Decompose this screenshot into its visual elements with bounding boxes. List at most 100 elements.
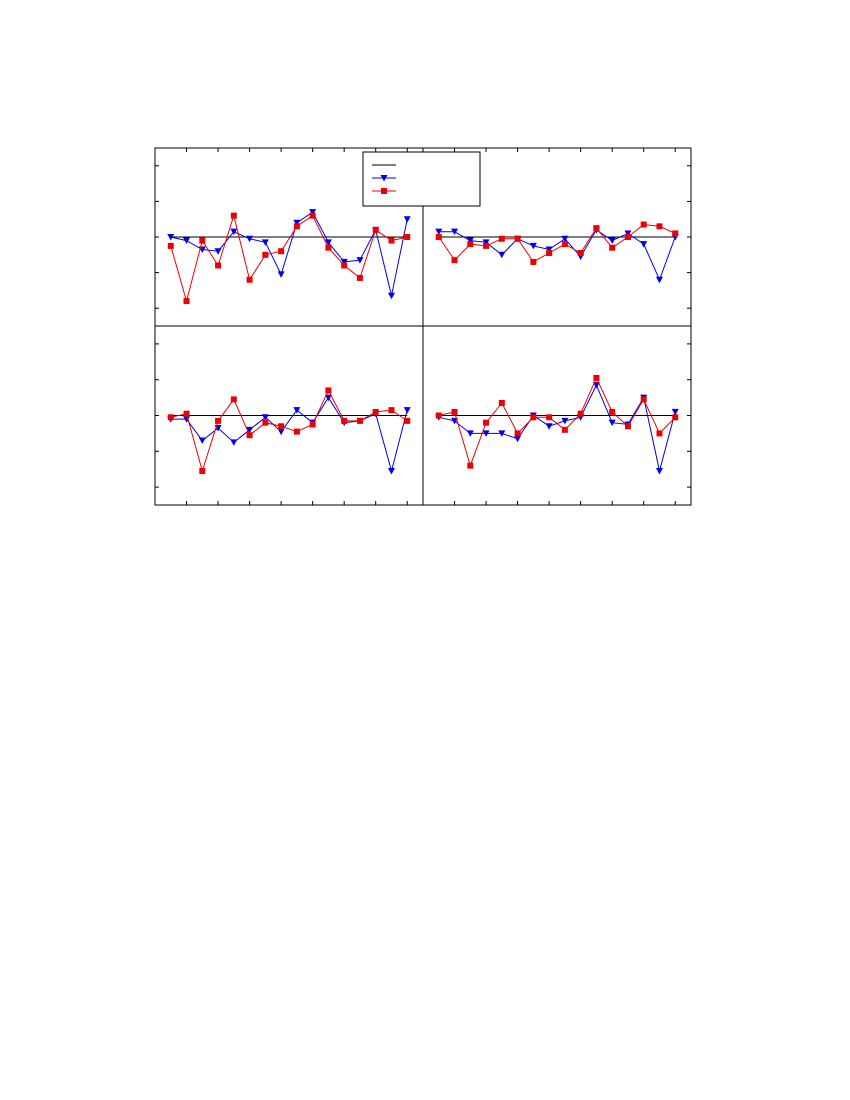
data-point-square	[325, 387, 332, 394]
data-point-square	[577, 250, 584, 257]
panel-bottom-left	[167, 387, 411, 475]
data-point-square	[640, 221, 647, 228]
data-point-square	[593, 374, 600, 381]
panel-bottom-right	[435, 374, 679, 475]
data-point-square	[341, 262, 348, 269]
legend-marker-square	[381, 188, 387, 194]
data-point-triangle	[183, 237, 191, 245]
data-point-triangle	[340, 258, 348, 266]
data-point-triangle	[498, 251, 506, 259]
data-point-square	[356, 274, 363, 281]
data-point-triangle	[561, 235, 569, 243]
data-point-square	[672, 414, 679, 421]
data-point-triangle	[403, 216, 411, 223]
data-point-triangle	[230, 439, 238, 446]
data-point-square	[199, 237, 206, 244]
data-point-triangle	[545, 246, 553, 253]
panel-top-left	[167, 209, 411, 305]
data-point-square	[498, 399, 505, 406]
data-point-triangle	[293, 407, 301, 414]
data-point-square	[388, 237, 395, 244]
data-point-square	[356, 417, 363, 424]
data-point-triangle	[482, 239, 490, 246]
data-point-triangle	[608, 237, 616, 245]
series-line-2	[438, 223, 676, 263]
data-point-square	[230, 396, 237, 403]
data-point-square	[435, 412, 442, 419]
data-point-square	[293, 428, 300, 435]
series-line-1	[170, 396, 408, 473]
data-point-square	[278, 248, 285, 255]
data-point-triangle	[198, 437, 206, 445]
data-point-triangle	[324, 394, 332, 402]
data-point-square	[167, 414, 174, 421]
data-point-square	[593, 225, 600, 232]
data-point-triangle	[640, 241, 648, 248]
series-line-1	[438, 383, 676, 472]
data-point-square	[640, 396, 647, 403]
data-point-triangle	[608, 419, 616, 427]
data-point-triangle	[167, 234, 175, 241]
data-point-triangle	[466, 237, 474, 245]
data-point-square	[656, 223, 663, 230]
data-point-square	[656, 430, 663, 437]
data-point-square	[404, 417, 411, 424]
data-point-square	[262, 251, 269, 258]
data-point-triangle	[246, 426, 254, 434]
legend-box	[362, 151, 481, 207]
chart-panels	[167, 209, 679, 475]
series-line-1	[438, 229, 676, 282]
data-point-square	[372, 408, 379, 415]
data-point-triangle	[356, 257, 364, 264]
data-point-square	[293, 223, 300, 230]
data-point-square	[483, 242, 490, 249]
data-point-triangle	[451, 228, 459, 236]
data-point-triangle	[529, 242, 537, 250]
data-point-square	[483, 419, 490, 426]
data-point-triangle	[482, 430, 490, 437]
data-point-square	[624, 423, 631, 430]
data-point-square	[183, 298, 190, 305]
data-point-triangle	[624, 230, 632, 237]
data-point-square	[325, 244, 332, 251]
data-point-triangle	[592, 382, 600, 389]
data-point-triangle	[387, 467, 395, 475]
data-point-triangle	[545, 423, 553, 430]
data-point-square	[530, 414, 537, 421]
data-point-square	[199, 467, 206, 474]
data-point-square	[167, 242, 174, 249]
data-point-square	[577, 410, 584, 417]
data-point-square	[404, 234, 411, 240]
axis-ticks	[154, 148, 691, 505]
data-point-square	[246, 276, 253, 283]
data-point-square	[372, 226, 379, 233]
data-point-square	[609, 244, 616, 251]
data-point-triangle	[655, 276, 663, 284]
data-point-square	[230, 212, 237, 219]
data-point-square	[215, 262, 222, 269]
data-point-square	[309, 421, 316, 428]
data-point-square	[215, 417, 222, 424]
data-point-square	[262, 419, 269, 426]
data-point-square	[467, 241, 474, 248]
data-point-square	[514, 235, 521, 242]
data-point-triangle	[214, 248, 222, 255]
data-point-triangle	[261, 414, 269, 421]
data-point-triangle	[435, 228, 443, 236]
data-point-square	[546, 414, 553, 421]
data-point-square	[624, 234, 631, 240]
data-point-triangle	[261, 239, 269, 246]
data-point-triangle	[561, 417, 569, 425]
data-point-triangle	[293, 219, 301, 227]
data-point-triangle	[246, 235, 254, 243]
data-point-triangle	[309, 209, 317, 216]
series-line-1	[170, 211, 408, 296]
data-point-triangle	[277, 428, 285, 436]
data-point-square	[530, 258, 537, 265]
legend-marker-triangle	[380, 175, 388, 182]
data-point-square	[609, 408, 616, 415]
data-point-triangle	[387, 292, 395, 300]
data-point-square	[246, 432, 253, 439]
data-point-square	[183, 410, 190, 417]
data-point-triangle	[230, 228, 238, 236]
